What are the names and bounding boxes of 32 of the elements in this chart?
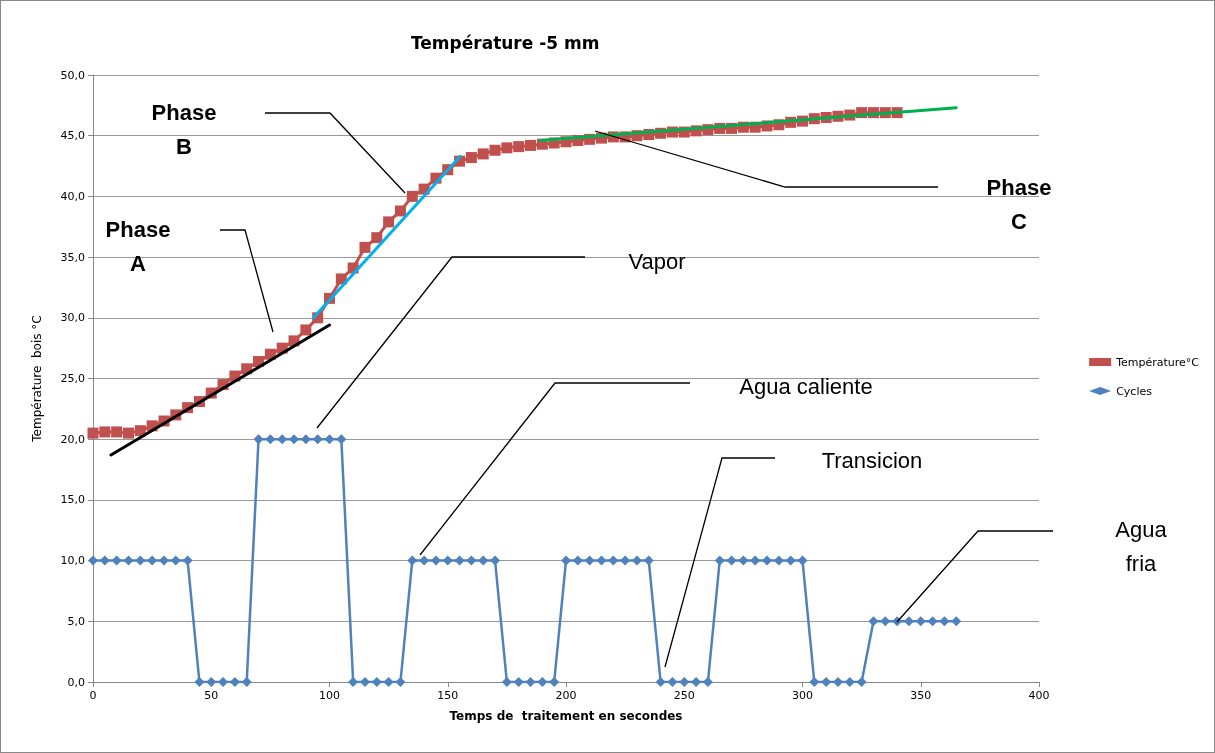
y-tick-label: 20,0 <box>60 432 85 446</box>
x-tick-label: 300 <box>792 689 813 702</box>
y-tick-label: 0,0 <box>67 675 85 689</box>
x-tick-label: 400 <box>1028 689 1050 702</box>
legend-label: Cycles <box>1116 384 1153 398</box>
x-axis-title: Temps de traitement en secondes <box>449 709 683 723</box>
y-tick-label: 30,0 <box>60 311 85 325</box>
text: Agua fria <box>1115 516 1167 578</box>
x-tick-label: 150 <box>437 689 459 702</box>
chart-title: Température -5 mm <box>411 32 600 53</box>
y-tick-label: 40,0 <box>60 189 85 203</box>
y-tick-label: 5,0 <box>67 614 85 628</box>
y-tick-label: 35,0 <box>60 250 85 264</box>
x-tick-label: 100 <box>319 689 340 702</box>
y-tick-label: 15,0 <box>60 493 85 507</box>
annotation: Phase B <box>151 99 217 161</box>
annotation: Phase A <box>105 216 171 278</box>
x-tick-label: 50 <box>204 689 219 702</box>
y-tick-label: 10,0 <box>60 554 85 568</box>
y-tick-label: 50,0 <box>60 68 85 82</box>
legend-label: Température°C <box>1115 355 1200 369</box>
x-tick-label: 0 <box>89 689 97 702</box>
annotation: Agua caliente <box>739 373 873 401</box>
x-tick-label: 250 <box>673 689 695 702</box>
annotation: Transicion <box>821 447 923 475</box>
y-tick-label: 25,0 <box>60 372 85 385</box>
annotation: Phase C <box>986 174 1052 236</box>
x-tick-label: 200 <box>555 689 577 702</box>
x-tick-label: 350 <box>910 689 932 702</box>
annotation: Vapor <box>628 248 686 276</box>
y-tick-label: 45,0 <box>60 129 85 143</box>
y-axis-title: Température bois °C <box>30 315 44 443</box>
